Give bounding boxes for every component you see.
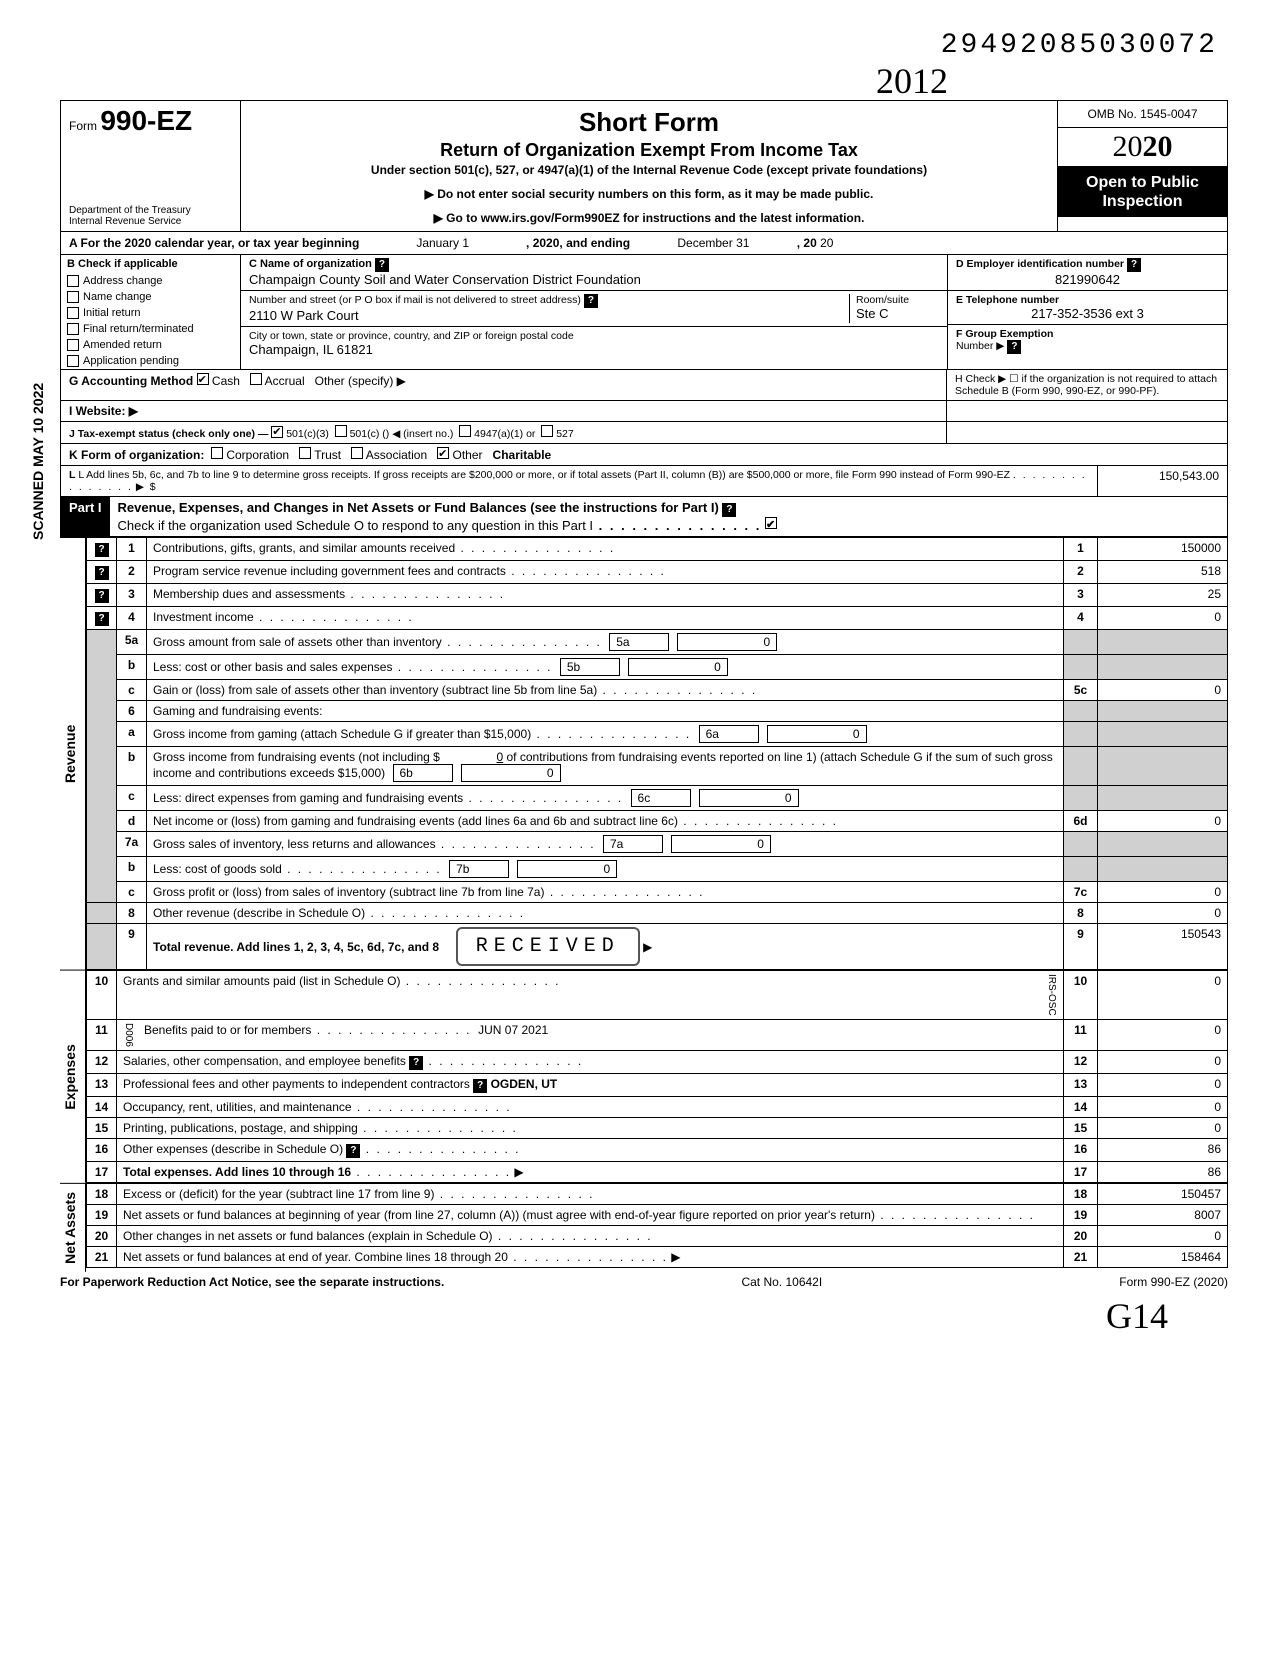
tax-year: 2020 — [1058, 128, 1227, 167]
ein-label: D Employer identification number — [956, 258, 1124, 270]
line-21-amount: 158464 — [1098, 1246, 1228, 1267]
omb-number: OMB No. 1545-0047 — [1058, 101, 1227, 128]
line-6d-amount: 0 — [1098, 811, 1228, 832]
city-state-zip: Champaign, IL 61821 — [249, 342, 939, 357]
revenue-table: ?1Contributions, gifts, grants, and simi… — [86, 537, 1228, 970]
help-icon[interactable]: ? — [375, 258, 389, 272]
help-icon[interactable]: ? — [409, 1056, 423, 1070]
ssn-warning: ▶ Do not enter social security numbers o… — [251, 187, 1047, 201]
line-20-amount: 0 — [1098, 1225, 1228, 1246]
line-2-amount: 518 — [1098, 561, 1228, 584]
chk-final-return[interactable] — [67, 323, 79, 335]
signature-initials: G14 — [60, 1295, 1228, 1337]
line-1-amount: 150000 — [1098, 538, 1228, 561]
entity-block: B Check if applicable Address change Nam… — [60, 255, 1228, 370]
open-to-public: Open to Public Inspection — [1058, 167, 1227, 217]
phone: 217-352-3536 ext 3 — [956, 306, 1219, 321]
group-exemption-label: F Group Exemption — [956, 328, 1053, 340]
website-label: I Website: ▶ — [69, 404, 138, 418]
line-16-amount: 86 — [1098, 1138, 1228, 1161]
line-13-amount: 0 — [1098, 1073, 1228, 1096]
handwritten-year: 2012 — [876, 60, 948, 102]
line-10-amount: 0 — [1098, 971, 1228, 1020]
org-name: Champaign County Soil and Water Conserva… — [249, 272, 939, 287]
chk-other-org[interactable] — [437, 447, 449, 459]
line-8-amount: 0 — [1098, 903, 1228, 924]
under-section: Under section 501(c), 527, or 4947(a)(1)… — [251, 163, 1047, 177]
row-l-amount: 150,543.00 — [1097, 466, 1227, 496]
part-1-header: Part I Revenue, Expenses, and Changes in… — [60, 497, 1228, 537]
chk-4947[interactable] — [459, 425, 471, 437]
line-11-amount: 0 — [1098, 1019, 1228, 1050]
help-icon[interactable]: ? — [346, 1144, 360, 1158]
row-h-schedule-b: H Check ▶ ☐ if the organization is not r… — [947, 370, 1227, 400]
revenue-label: Revenue — [60, 537, 86, 970]
form-header: Form 990-EZ Department of the Treasury I… — [60, 100, 1228, 232]
ein: 821990642 — [956, 272, 1219, 287]
help-icon[interactable]: ? — [584, 294, 598, 308]
received-location: OGDEN, UT — [491, 1077, 558, 1091]
page-footer: For Paperwork Reduction Act Notice, see … — [60, 1271, 1228, 1289]
help-icon[interactable]: ? — [1127, 258, 1141, 272]
goto-link: ▶ Go to www.irs.gov/Form990EZ for instru… — [251, 211, 1047, 225]
chk-address-change[interactable] — [67, 275, 79, 287]
net-assets-label: Net Assets — [60, 1183, 86, 1272]
chk-name-change[interactable] — [67, 291, 79, 303]
chk-501c3[interactable] — [271, 426, 283, 438]
room-suite: Ste C — [856, 306, 939, 321]
scanned-stamp: SCANNED MAY 10 2022 — [30, 383, 46, 540]
dept-treasury: Department of the Treasury Internal Reve… — [69, 205, 232, 227]
line-19-amount: 8007 — [1098, 1204, 1228, 1225]
line-5c-amount: 0 — [1098, 680, 1228, 701]
street-address: 2110 W Park Court — [249, 308, 849, 323]
received-date: JUN 07 2021 — [478, 1023, 548, 1037]
chk-527[interactable] — [541, 425, 553, 437]
row-a-tax-year: A For the 2020 calendar year, or tax yea… — [60, 232, 1228, 255]
help-icon[interactable]: ? — [1007, 340, 1021, 354]
street-label: Number and street (or P O box if mail is… — [249, 294, 581, 306]
chk-initial-return[interactable] — [67, 307, 79, 319]
city-label: City or town, state or province, country… — [249, 330, 574, 342]
net-assets-table: 18Excess or (deficit) for the year (subt… — [86, 1183, 1228, 1268]
rows-g-to-l: G Accounting Method Cash Accrual Other (… — [60, 370, 1228, 497]
chk-amended-return[interactable] — [67, 339, 79, 351]
room-label: Room/suite — [856, 294, 909, 306]
line-14-amount: 0 — [1098, 1096, 1228, 1117]
form-number: Form 990-EZ — [69, 105, 232, 137]
chk-cash[interactable] — [197, 373, 209, 385]
line-15-amount: 0 — [1098, 1117, 1228, 1138]
expenses-table: 10Grants and similar amounts paid (list … — [86, 970, 1228, 1183]
received-stamp: RECEIVED — [456, 927, 640, 966]
name-label: C Name of organization — [249, 258, 372, 270]
chk-association[interactable] — [351, 447, 363, 459]
row-l-text: L Add lines 5b, 6c, and 7b to line 9 to … — [78, 469, 1010, 481]
line-7c-amount: 0 — [1098, 882, 1228, 903]
other-org-value: Charitable — [493, 448, 552, 462]
chk-accrual[interactable] — [250, 373, 262, 385]
expenses-label: Expenses — [60, 970, 86, 1183]
line-17-amount: 86 — [1098, 1161, 1228, 1182]
form-subtitle: Return of Organization Exempt From Incom… — [251, 140, 1047, 161]
chk-trust[interactable] — [299, 447, 311, 459]
form-title: Short Form — [251, 107, 1047, 138]
dln-number: 29492085030072 — [941, 30, 1218, 61]
phone-label: E Telephone number — [956, 294, 1059, 306]
col-b-checkboxes: B Check if applicable Address change Nam… — [61, 255, 241, 369]
chk-application-pending[interactable] — [67, 355, 79, 367]
line-3-amount: 25 — [1098, 584, 1228, 607]
chk-schedule-o[interactable] — [765, 517, 777, 529]
stamp-side: IRS-OSC — [1046, 974, 1057, 1016]
chk-corporation[interactable] — [211, 447, 223, 459]
line-12-amount: 0 — [1098, 1050, 1228, 1073]
line-9-amount: 150543 — [1098, 924, 1228, 970]
line-18-amount: 150457 — [1098, 1183, 1228, 1204]
help-icon[interactable]: ? — [722, 503, 736, 517]
help-icon[interactable]: ? — [473, 1079, 487, 1093]
line-4-amount: 0 — [1098, 607, 1228, 630]
chk-501c[interactable] — [335, 425, 347, 437]
